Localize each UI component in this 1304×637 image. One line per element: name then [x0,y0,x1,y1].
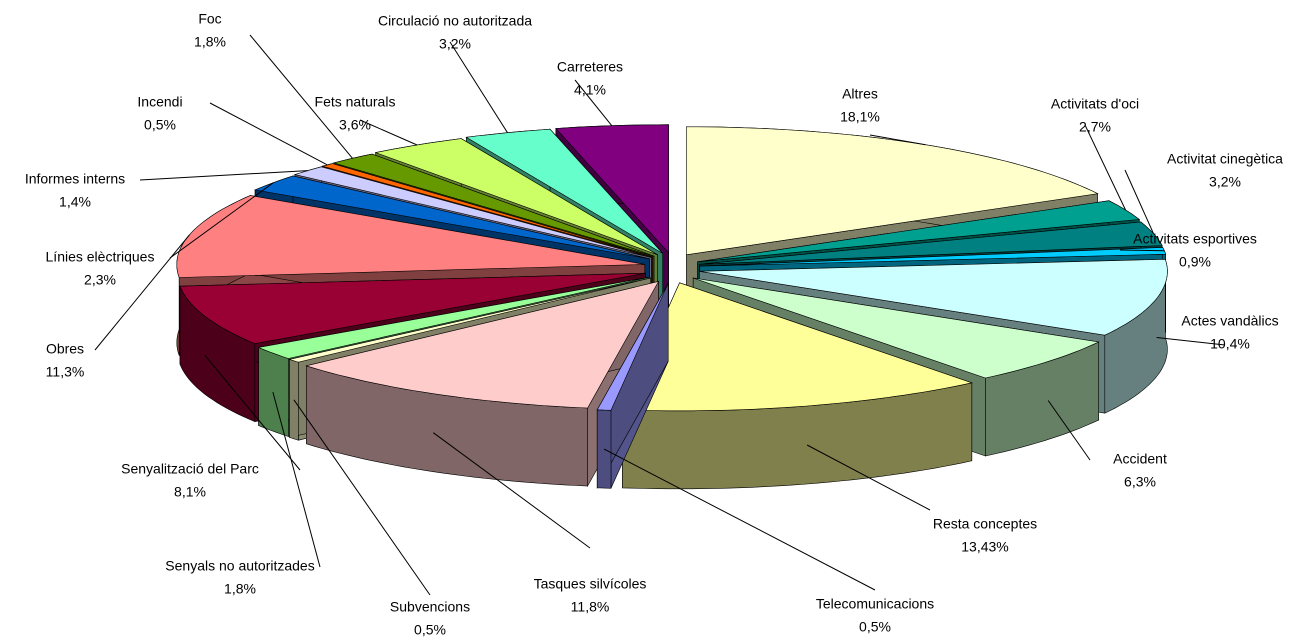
leader-line [209,102,328,166]
leader-line [1124,169,1154,234]
leader-line [204,354,301,471]
slice-label: Activitat cinegètica [1167,151,1283,167]
slice-value-label: 8,1% [174,484,206,500]
slice-side [596,409,612,489]
slice-label: Activitats d'oci [1051,96,1139,112]
leader-line [1119,249,1165,252]
slice-label: Subvencions [390,599,470,615]
slice-label: Accident [1113,451,1167,467]
slice-value-label: 2,3% [84,272,116,288]
slice-value-label: 1,4% [59,194,91,210]
slice-label: Obres [46,341,84,357]
slice-label: Resta conceptes [933,516,1037,532]
leader-line [449,41,508,133]
leader-line [169,182,274,259]
slice-top [176,195,645,278]
slice-top [699,258,1168,336]
slice-label: Fets naturals [315,94,396,110]
leader-line [603,448,876,591]
leader-line [1084,124,1126,211]
slice-top [257,276,650,359]
slice-top [179,272,646,344]
slice-value-label: 18,1% [840,109,880,125]
leader-line [869,134,926,146]
slice-value-label: 1,8% [224,581,256,597]
slice-label: Foc [198,11,221,27]
slice-value-label: 3,2% [1209,174,1241,190]
slice [596,282,669,489]
slice-label: Tasques silvícoles [534,576,647,592]
slice-label: Actes vandàlics [1181,313,1278,329]
slice-label: Circulació no autoritzada [378,13,532,29]
slice-label: Línies elèctriques [46,249,155,265]
leader-line [139,170,308,181]
slice-label: Incendi [137,94,182,110]
slice-value-label: 1,8% [194,34,226,50]
slice-top [288,277,651,363]
leader-line [249,34,353,159]
leader-line [359,119,418,146]
slice-value-label: 10,4% [1210,336,1250,352]
slice-value-label: 11,8% [571,599,610,615]
slice-label: Altres [842,86,878,102]
slice-value-label: 11,3% [46,364,85,380]
slice-top [596,283,669,411]
slice-value-label: 3,2% [439,36,471,52]
slice-value-label: 0,5% [859,619,891,635]
slice-top [693,277,1100,379]
leader-line [293,399,431,596]
slice-value-label: 0,5% [144,117,176,133]
slice-value-label: 4,1% [574,82,606,98]
leader-line [272,391,321,568]
slice-value-label: 6,3% [1124,474,1156,490]
slice-value-label: 0,9% [1179,254,1211,270]
slice-label: Telecomunicacions [816,596,934,612]
leader-line [1047,400,1091,461]
slice-value-label: 0,5% [414,622,446,637]
slice-value-label: 2,7% [1079,119,1111,135]
slice-label: Senyals no autoritzades [165,558,314,574]
leader-line [806,444,931,511]
slice-value-label: 3,6% [339,117,371,133]
slice-top [621,282,973,412]
slice-value-label: 13,43% [961,539,1008,555]
leader-line [574,79,613,127]
slice-side [258,347,289,437]
slice-label: Informes interns [25,171,125,187]
slice-top [305,281,660,409]
leader-line [433,432,591,549]
leader-line [94,234,190,351]
leader-line [1156,337,1226,346]
slice-label: Activitats esportives [1133,231,1257,247]
slice-label: Carreteres [557,59,623,75]
slice-label: Senyalització del Parc [121,461,259,477]
